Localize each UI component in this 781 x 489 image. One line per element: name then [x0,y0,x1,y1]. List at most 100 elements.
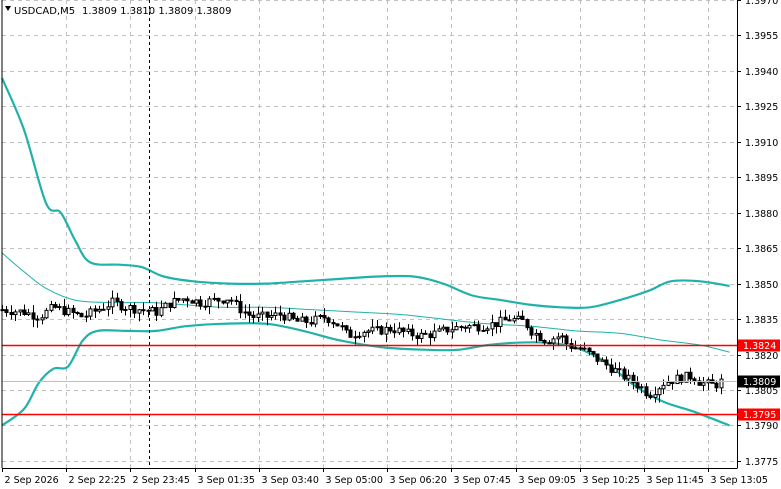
candle-body [556,336,561,340]
candle [194,299,199,307]
candle-body [622,368,627,380]
candle-body [150,307,155,312]
candle [538,330,543,342]
candle [617,362,622,377]
y-tick-label: 1.3895 [745,173,778,184]
candle-body [661,384,666,390]
candle-body [613,368,618,373]
y-tick-label: 1.3835 [745,315,778,326]
candle-body [243,311,248,314]
candle-body [578,347,583,350]
candle [490,314,495,337]
candle-body [273,312,278,316]
candle-body [357,335,362,338]
candle [556,332,561,347]
candle-body [300,316,305,322]
candle [595,353,600,366]
candle [388,324,393,334]
candle [639,383,644,394]
candle [62,298,67,317]
price-badges: 1.3824 1.3795 1.3809 [738,339,780,421]
candle-body [419,332,424,339]
candle [322,308,327,323]
candle-body [631,374,636,384]
candle-body [437,328,442,332]
candle-body [692,378,697,382]
candle-body [181,298,186,301]
candle-body [18,309,23,313]
candle [432,323,437,342]
candle-body [379,326,384,335]
x-tick-label: 2 Sep 22:25 [69,475,126,486]
candle [692,376,697,385]
y-tick-label: 1.3850 [745,280,778,291]
candle-body [657,388,662,396]
candle [423,330,428,335]
y-tick-label: 1.3790 [745,421,778,432]
candle [463,325,468,333]
candle-body [238,301,243,314]
candle-body [648,395,653,398]
candle [600,357,605,362]
levels [2,344,737,416]
candle-body [639,386,644,389]
candle [309,316,314,327]
candle [168,302,173,312]
candle-body [595,353,600,362]
candle-body [212,297,217,300]
candle-body [534,332,539,336]
candle [591,350,596,358]
candle-body [415,335,420,339]
candle-body [247,311,252,316]
level-price-label: 1.3824 [743,341,776,352]
y-tick-label: 1.3940 [745,67,778,78]
candle [282,312,287,324]
candle [714,380,719,393]
candle-body [9,312,14,316]
candle [503,309,508,321]
level-price-label: 1.3795 [743,410,776,421]
candle [701,376,706,392]
triangle-down-icon[interactable] [5,6,11,11]
candle-body [670,381,675,385]
candle-body [467,325,472,329]
candle [265,311,270,326]
candle-body [159,307,164,316]
candle [198,296,203,310]
candle-body [538,332,543,341]
candle [172,291,177,309]
candle-body [587,347,592,352]
candle [331,319,336,329]
candle [35,315,40,328]
candle-body [675,374,680,385]
x-tick-label: 2 Sep 2026 [5,475,59,486]
candle [251,311,256,324]
candle-body [701,382,706,386]
candle-body [13,311,18,316]
candle-body [44,309,49,319]
candle-body [344,325,349,331]
candle [207,296,212,315]
candle-body [370,326,375,332]
candle [375,320,380,331]
candle-body [463,326,468,329]
candle [159,300,164,318]
y-tick-label: 1.3805 [745,386,778,397]
candle [648,391,653,400]
candle-body [520,315,525,321]
candle [238,294,243,319]
candle [441,324,446,331]
candle-body [498,316,503,327]
candle [454,322,459,331]
candle-body [313,315,318,325]
candle-body [35,318,40,321]
candle-body [366,330,371,333]
candle-body [251,314,256,319]
x-axis-ticks: 2 Sep 2026 2 Sep 22:25 2 Sep 23:45 3 Sep 01… [2,468,768,486]
candle-body [697,380,702,386]
candle [110,290,115,314]
candle [472,320,477,327]
candle [542,339,547,346]
